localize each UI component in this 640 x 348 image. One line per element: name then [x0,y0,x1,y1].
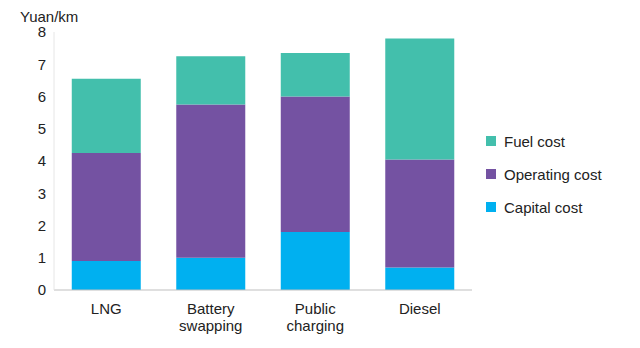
svg-text:Batteryswapping: Batteryswapping [179,300,242,334]
svg-text:0: 0 [38,281,46,298]
html-text:Yuan/km: Yuan/km [20,8,79,25]
svg-text:Diesel: Diesel [399,300,441,317]
svg-text:5: 5 [38,120,46,137]
html-text:Fuel cost: Fuel cost [504,132,565,150]
svg-text:1: 1 [38,249,46,266]
svg-text:7: 7 [38,56,46,73]
svg-text:Publiccharging: Publiccharging [286,300,344,334]
svg-text:2: 2 [38,217,46,234]
html-text:Capital cost: Capital cost [504,198,583,216]
svg-text:LNG: LNG [91,300,122,317]
html-text:Operating cost: Operating cost [504,165,602,183]
svg-text:3: 3 [38,185,46,202]
svg-text:4: 4 [38,152,46,169]
svg-text:8: 8 [38,23,46,40]
svg-text:6: 6 [38,88,46,105]
